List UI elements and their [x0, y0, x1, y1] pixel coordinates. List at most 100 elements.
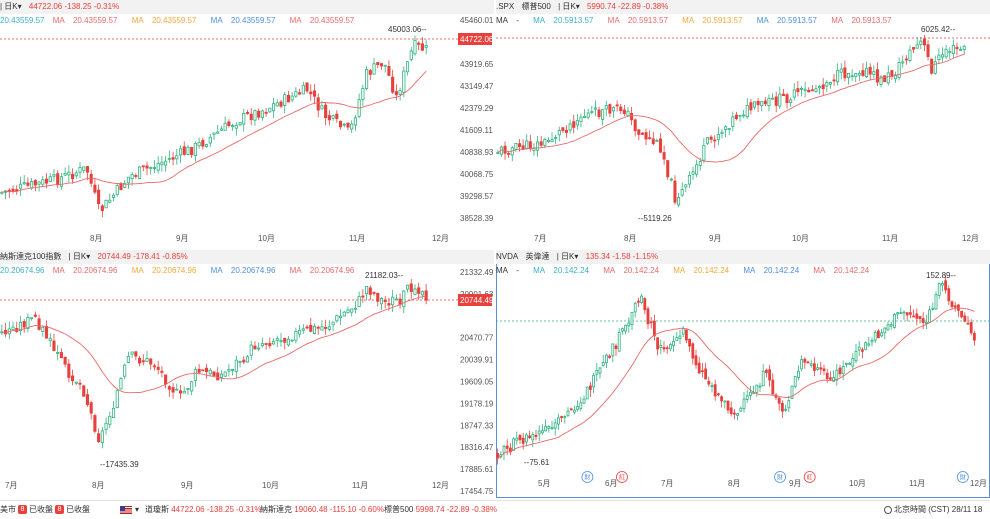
candle	[951, 39, 955, 58]
ticker-dji[interactable]: 道瓊斯 44722.06 -138.25 -0.31%	[145, 501, 262, 519]
candle	[636, 297, 640, 307]
candle	[767, 94, 771, 112]
candle	[249, 107, 253, 126]
event-marker-icon[interactable]: 紅	[803, 471, 816, 483]
candle	[649, 316, 653, 329]
y-tick-label: 40838.93	[460, 148, 494, 157]
candle	[854, 343, 858, 364]
ticker-spx[interactable]: 標普500 5998.74 -22.89 -0.38%	[384, 501, 497, 519]
candle	[4, 323, 8, 338]
candle	[89, 400, 93, 420]
candle	[286, 91, 290, 103]
low-annotation: --75.61	[524, 458, 550, 467]
candle	[787, 395, 791, 413]
candle	[940, 280, 944, 292]
panel-interval[interactable]: | 日K▾	[556, 252, 579, 261]
candle	[792, 83, 796, 101]
candle	[100, 427, 104, 449]
candle	[312, 84, 317, 105]
panel-header[interactable]: | 日K▾ 44722.06 -138.25 -0.31%	[0, 0, 494, 14]
candle	[778, 86, 782, 109]
candle	[405, 284, 410, 293]
candle	[327, 320, 331, 332]
ticker-ixic[interactable]: 納斯達克 19060.48 -115.10 -0.60%	[260, 501, 384, 519]
chart-panel-dji[interactable]: | 日K▾ 44722.06 -138.25 -0.31% 20.43559.5…	[0, 0, 494, 250]
candle	[619, 103, 623, 114]
candle	[828, 81, 832, 89]
candle	[234, 122, 238, 136]
candle	[593, 100, 597, 117]
panel-interval[interactable]: | 日K▾	[558, 2, 580, 11]
candle	[950, 300, 954, 309]
chart-panel-nvda[interactable]: NVDA 英偉達 | 日K▾ 135.34 -1.58 -1.15% MA - …	[496, 250, 990, 498]
ma-label: MA	[496, 266, 508, 275]
panel-header[interactable]: 納斯達克100指數 | 日K▾ 20744.49 -178.41 -0.85%	[0, 250, 494, 264]
panel-header[interactable]: .SPX 標普500 | 日K▾ 5990.74 -22.89 -0.38%	[496, 0, 990, 14]
candlestick-chart[interactable]: 7月 8月 9月 10月 11月 12月 6025.42-- --5119.26	[496, 0, 990, 250]
candle	[716, 126, 720, 146]
candlestick-chart[interactable]: 21332.4920901.6320470.7720039.9119609.05…	[0, 250, 494, 500]
candle	[134, 351, 138, 361]
panel-symbol: NVDA	[496, 252, 519, 261]
candle	[547, 425, 551, 433]
candle	[63, 167, 67, 177]
candle	[586, 108, 590, 120]
candle	[912, 309, 916, 318]
candle	[846, 72, 851, 85]
candle	[219, 370, 223, 382]
candle	[819, 361, 823, 375]
candle	[652, 314, 656, 341]
candle	[368, 285, 372, 300]
candle	[149, 166, 153, 175]
candlestick-chart[interactable]: 45460.01 43919.65 43149.47 42379.29 41609.11…	[0, 0, 494, 250]
candle	[915, 37, 919, 49]
candle	[115, 183, 119, 197]
candle	[872, 65, 876, 79]
candle	[391, 69, 395, 95]
event-marker-icon[interactable]: 紅	[616, 471, 628, 483]
candle	[82, 384, 86, 397]
candle	[327, 110, 331, 126]
candle	[316, 325, 320, 335]
ma-value: 20.20674.96	[309, 266, 355, 275]
candle	[908, 305, 912, 319]
ma-value: 20.5913.57	[553, 16, 594, 25]
candle	[972, 330, 976, 346]
panel-header[interactable]: NVDA 英偉達 | 日K▾ 135.34 -1.58 -1.15%	[496, 250, 990, 264]
candle	[883, 75, 887, 83]
x-tick-label: 10月	[258, 234, 275, 243]
candle	[387, 60, 391, 77]
y-tick-label: 19178.19	[460, 399, 494, 408]
candle	[346, 306, 350, 314]
clock-display: 北京時間 (CST) 28/11 18	[884, 501, 982, 519]
candle	[193, 366, 197, 387]
ticker-name: 納斯達克	[260, 505, 292, 514]
candle	[710, 382, 714, 393]
event-marker-icon[interactable]: 財	[956, 471, 969, 483]
candle	[201, 369, 205, 372]
candle	[532, 143, 536, 156]
chart-panel-ndx[interactable]: 納斯達克100指數 | 日K▾ 20744.49 -178.41 -0.85% …	[0, 250, 494, 500]
svg-text:6025.42--: 6025.42--	[921, 25, 956, 34]
x-axis: 5月 6月 7月 8月 9月 10月 11月 12月	[538, 479, 987, 488]
candle	[931, 302, 935, 311]
candle	[890, 69, 894, 80]
candle	[534, 429, 538, 441]
candlestick-chart[interactable]: 5月 6月 7月 8月 9月 10月 11月 12月 152.89-- --75.61 財 紅 財 紅 財	[496, 250, 990, 498]
candle	[78, 379, 82, 390]
candle	[899, 307, 903, 314]
candle	[752, 101, 757, 110]
candle	[85, 165, 90, 181]
candle	[677, 193, 681, 208]
event-marker-icon[interactable]: 財	[581, 471, 594, 483]
candle	[372, 57, 376, 75]
panel-interval[interactable]: | 日K▾	[68, 252, 91, 261]
panel-interval[interactable]: | 日K▾	[0, 2, 22, 11]
candle	[806, 360, 810, 364]
event-marker-icon[interactable]: 財	[774, 471, 786, 483]
candle	[525, 134, 529, 150]
candle	[74, 170, 78, 179]
chart-panel-spx[interactable]: .SPX 標普500 | 日K▾ 5990.74 -22.89 -0.38% M…	[496, 0, 990, 250]
candle	[590, 105, 594, 115]
candle	[873, 330, 877, 344]
